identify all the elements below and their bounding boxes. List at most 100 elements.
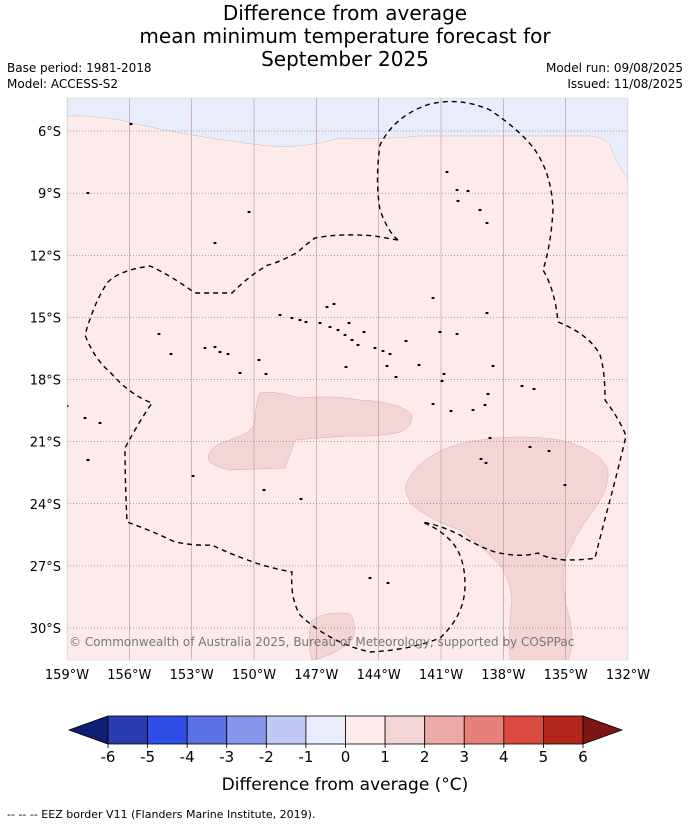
footer-note: -- -- -- EEZ border V11 (Flanders Marine… [7,808,316,821]
model-name: Model: ACCESS-S2 [7,77,119,91]
model-run: Model run: 09/08/2025 [545,61,683,75]
island-mark [483,403,487,407]
island-mark [466,189,470,193]
island-mark [485,221,489,225]
island-mark [213,241,217,245]
longitude-tick-label: 135°W [544,668,588,683]
colorbar-segment [305,715,346,745]
island-mark [362,330,366,334]
island-mark [350,338,354,342]
anomaly-band-neg1-0 [67,98,628,179]
island-mark [203,346,207,350]
longitude-tick-label: 147°W [294,668,338,683]
graticule [67,98,628,660]
island-mark [67,404,69,408]
island-mark [385,364,389,368]
island-mark [438,330,442,334]
colorbar-tick-label: -6 [101,748,116,766]
island-mark [479,457,483,461]
island-mark [157,332,161,336]
colorbar-segment [265,715,307,745]
island-mark [394,375,398,379]
islands [67,122,567,585]
island-mark [247,210,251,214]
island-mark [381,349,385,353]
colorbar-tick-label: -2 [259,748,274,766]
longitude-labels: 159°W 156°W 153°W 150°W 147°W 144°W 141°W 138°W… [45,668,650,683]
island-mark [191,474,195,478]
island-mark [262,488,266,492]
colorbar-segment [186,715,228,745]
island-mark [368,576,372,580]
island-mark [485,311,489,315]
island-mark [486,392,490,396]
island-mark [325,305,329,309]
colorbar-tick-label: -3 [219,748,234,766]
island-mark [299,497,303,501]
island-mark [442,372,446,376]
colorbar-segment [107,715,148,745]
island-mark [278,313,282,317]
colorbar-tick-label: -4 [180,748,195,766]
colorbar-segment [345,715,386,745]
meta-left: Base period: 1981-2018 Model: ACCESS-S2 [7,60,152,92]
colorbar-segment [424,715,465,745]
island-mark [290,316,294,320]
map-title: Difference from average mean minimum tem… [0,2,690,71]
colorbar-tick-label: -5 [140,748,155,766]
colorbar-tick-label: -1 [298,748,313,766]
eez-border-french-polynesia [376,100,627,561]
title-line-2: mean minimum temperature forecast for [139,24,551,48]
island-mark [455,332,459,336]
latitude-tick-label: 9°S [38,187,61,202]
island-mark [356,343,360,347]
map-frame [66,97,629,661]
island-mark [404,339,408,343]
latitude-tick-label: 27°S [30,560,61,575]
anomaly-patch-south [308,612,355,660]
island-mark [218,350,222,354]
latitude-tick-label: 18°S [30,374,61,389]
island-mark [455,188,459,192]
island-mark [332,302,336,306]
island-mark [318,321,322,325]
colorbar-segment [543,715,584,745]
colorbar-label: Difference from average (°C) [222,775,469,795]
latitude-tick-label: 12°S [30,249,61,264]
island-mark [431,402,435,406]
base-period: Base period: 1981-2018 [7,61,152,75]
island-mark [471,408,475,412]
latitude-tick-label: 30°S [30,622,61,637]
island-mark [226,352,230,356]
island-mark [478,208,482,212]
island-mark [86,191,90,195]
colorbar-segment [503,715,544,745]
longitude-tick-label: 132°W [606,668,650,683]
latitude-tick-label: 21°S [30,436,61,451]
island-mark [264,372,268,376]
latitude-tick-label: 15°S [30,311,61,326]
colorbar-tick-label: 0 [341,748,351,766]
colorbar-tick-label: 4 [499,748,509,766]
colorbar: -6 -5 -4 -3 -2 -1 0 1 2 3 4 5 6 [67,715,624,766]
island-mark [238,371,242,375]
colorbar-tick-label: 5 [539,748,549,766]
island-mark [83,416,87,420]
island-mark [388,352,392,356]
island-mark [98,421,102,425]
issued-date: Issued: 11/08/2025 [567,77,683,91]
longitude-tick-label: 138°W [481,668,525,683]
colorbar-segment [384,715,426,745]
island-mark [257,358,261,362]
island-mark [417,363,421,367]
map-area: © Commonwealth of Australia 2025, Bureau… [67,98,628,660]
island-mark [547,449,551,453]
latitude-labels: 6°S 9°S 12°S 15°S 18°S 21°S 24°S 27°S 30°S [30,125,61,637]
island-mark [336,328,340,332]
colorbar-tick-label: 2 [420,748,430,766]
title-line-3: September 2025 [261,47,429,71]
island-mark [347,321,351,325]
island-mark [528,445,532,449]
island-mark [449,409,453,413]
